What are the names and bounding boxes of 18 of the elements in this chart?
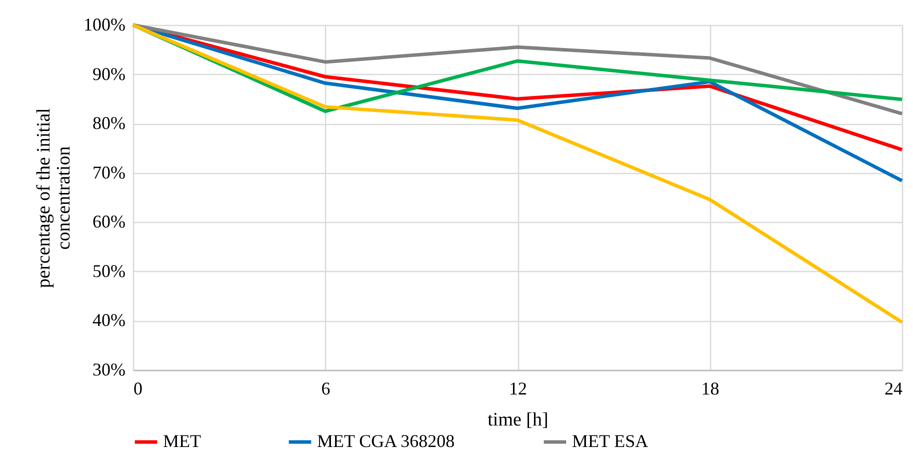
legend-label: MET xyxy=(163,431,201,451)
x-tick-label: 0 xyxy=(134,378,142,398)
y-tick-label: 50% xyxy=(92,260,126,281)
y-tick-label: 60% xyxy=(92,212,126,232)
y-axis-title: percentage of the initial concentration xyxy=(34,108,75,288)
y-tick-label: 90% xyxy=(92,64,126,84)
x-tick-label: 6 xyxy=(321,378,330,398)
x-tick-label: 12 xyxy=(509,378,527,398)
x-axis-title: time [h] xyxy=(488,410,548,430)
y-tick-label: 80% xyxy=(92,113,126,134)
y-tick-label: 100% xyxy=(84,14,126,34)
x-tick-label: 24 xyxy=(884,378,902,398)
legend-label: MET CGA 368208 xyxy=(317,431,455,451)
y-tick-label: 30% xyxy=(92,360,126,380)
y-tick-label: 70% xyxy=(92,162,126,182)
x-tick-label: 18 xyxy=(701,378,720,398)
legend-label: MET ESA xyxy=(572,431,648,451)
y-tick-label: 40% xyxy=(92,310,126,330)
